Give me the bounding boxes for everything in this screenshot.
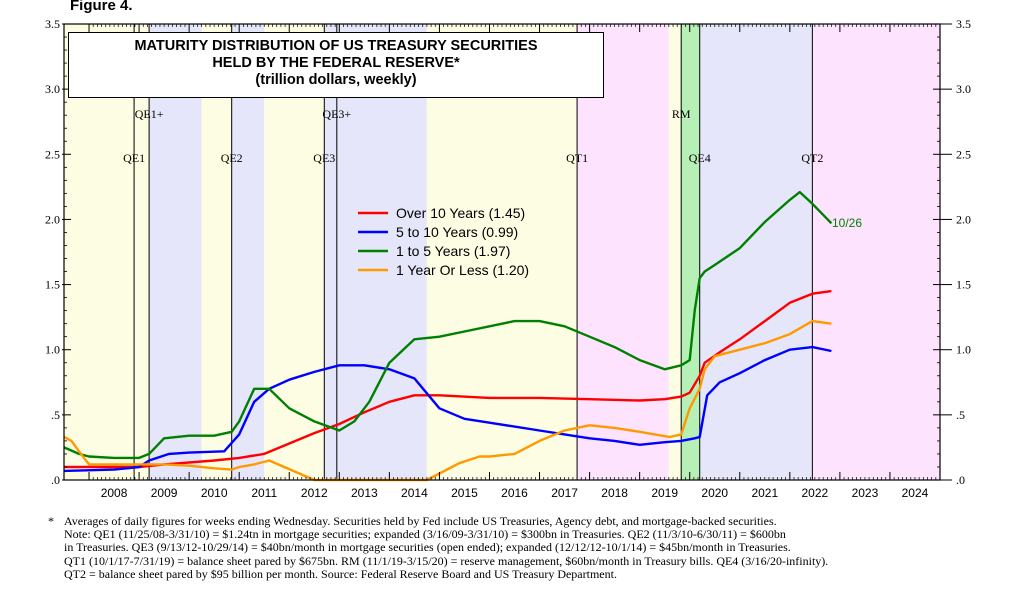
chart-title-line1: MATURITY DISTRIBUTION OF US TREASURY SEC… (134, 38, 538, 54)
x-tick-label: 2011 (251, 486, 277, 500)
shaded-period (699, 24, 813, 480)
x-tick-label: 2019 (651, 486, 678, 500)
series-line (63, 190, 833, 460)
chart-subtitle: (trillion dollars, weekly) (255, 72, 417, 88)
footnote-marker: * (48, 514, 54, 528)
x-tick-label: 2015 (451, 486, 478, 500)
event-label: QE3+ (322, 107, 351, 121)
shaded-period (577, 24, 669, 480)
y-tick-label: 2.5 (956, 147, 971, 161)
footnote-line: Note: QE1 (11/25/08-3/31/10) = $1.24tn i… (64, 527, 786, 542)
y-tick-label: 3.0 (956, 82, 971, 96)
y-tick-label: 3.5 (956, 17, 971, 31)
shaded-period (149, 24, 202, 480)
event-lines: QE1 QE1+ QE2 QE3 QE3+ QT1 RM QE4 QT2 (123, 24, 823, 480)
y-tick-label: 1.0 (956, 343, 971, 357)
x-tick-label: 2020 (701, 486, 728, 500)
y-axis: .0 .0 .5 .5 1.0 1.0 1.5 1.5 2.0 2.0 2.5 2.5 3.0 3.0 3.… (45, 17, 971, 487)
footnote-line: in Treasuries. QE3 (9/13/12-10/29/14) = … (64, 540, 791, 555)
chart-title-line2: HELD BY THE FEDERAL RESERVE* (212, 55, 460, 71)
y-tick-label: 3.0 (45, 82, 60, 96)
line-chart: QE1 QE1+ QE2 QE3 QE3+ QT1 RM QE4 QT2 .0 .0 .5 .5 1.0… (45, 17, 971, 500)
event-label: QE1 (123, 151, 145, 165)
end-date-label: 10/26 (832, 216, 862, 230)
series-lines (63, 190, 833, 482)
x-tick-label: 2018 (601, 486, 628, 500)
y-tick-label: 2.5 (45, 147, 60, 161)
legend: Over 10 Years (1.45) 5 to 10 Years (0.99)… (358, 205, 529, 278)
x-tick-label: 2024 (902, 486, 929, 500)
shaded-period (681, 24, 700, 480)
shaded-period (426, 24, 578, 480)
series-line (63, 319, 832, 482)
x-axis: 2008 2009 2010 2011 2012 2013 2014 2015 2016 2017… (88, 24, 941, 500)
x-tick-label: 2008 (101, 486, 128, 500)
chart-title-box: MATURITY DISTRIBUTION OF US TREASURY SEC… (68, 32, 604, 98)
event-label: QT1 (566, 151, 588, 165)
shaded-period (668, 24, 682, 480)
legend-label: 5 to 10 Years (0.99) (396, 224, 518, 240)
legend-label: 1 Year Or Less (1.20) (396, 262, 529, 278)
x-tick-label: 2017 (551, 486, 578, 500)
shaded-period (812, 24, 940, 480)
y-tick-label: .0 (51, 473, 60, 487)
y-tick-label: 1.5 (45, 278, 60, 292)
x-tick-label: 2012 (301, 486, 328, 500)
event-label: QE3 (313, 151, 335, 165)
series-line (63, 345, 832, 473)
event-label: QE2 (221, 151, 243, 165)
event-label: RM (672, 107, 691, 121)
y-tick-label: 1.0 (45, 343, 60, 357)
footnote-line: QT2 = balance sheet pared by $95 billion… (64, 566, 617, 581)
y-tick-label: 2.0 (956, 212, 971, 226)
legend-label: 1 to 5 Years (1.97) (396, 243, 510, 259)
shaded-period (264, 24, 325, 480)
shaded-period (201, 24, 232, 480)
x-tick-label: 2010 (201, 486, 228, 500)
shaded-period (134, 24, 150, 480)
x-tick-label: 2022 (802, 486, 829, 500)
y-tick-label: .5 (956, 408, 965, 422)
footnote: * Averages of daily figures for weeks en… (44, 514, 1004, 581)
x-tick-label: 2014 (401, 486, 428, 500)
event-label: QT2 (801, 151, 823, 165)
footnote-line: Averages of daily figures for weeks endi… (64, 514, 777, 528)
y-tick-label: 1.5 (956, 278, 971, 292)
y-tick-label: .0 (956, 473, 965, 487)
figure-label: Figure 4. (70, 0, 133, 14)
x-tick-label: 2009 (151, 486, 178, 500)
y-tick-label: .5 (51, 408, 60, 422)
shaded-period (64, 24, 135, 480)
footnote-line: QT1 (10/1/17-7/31/19) = balance sheet pa… (64, 553, 829, 568)
x-tick-label: 2016 (501, 486, 528, 500)
series-line (64, 289, 832, 469)
x-tick-label: 2023 (852, 486, 879, 500)
y-tick-label: 3.5 (45, 17, 60, 31)
event-label: QE4 (689, 151, 711, 165)
x-tick-label: 2013 (351, 486, 378, 500)
x-tick-label: 2021 (751, 486, 778, 500)
legend-label: Over 10 Years (1.45) (396, 205, 525, 221)
y-tick-label: 2.0 (45, 212, 60, 226)
event-label: QE1+ (135, 107, 164, 121)
